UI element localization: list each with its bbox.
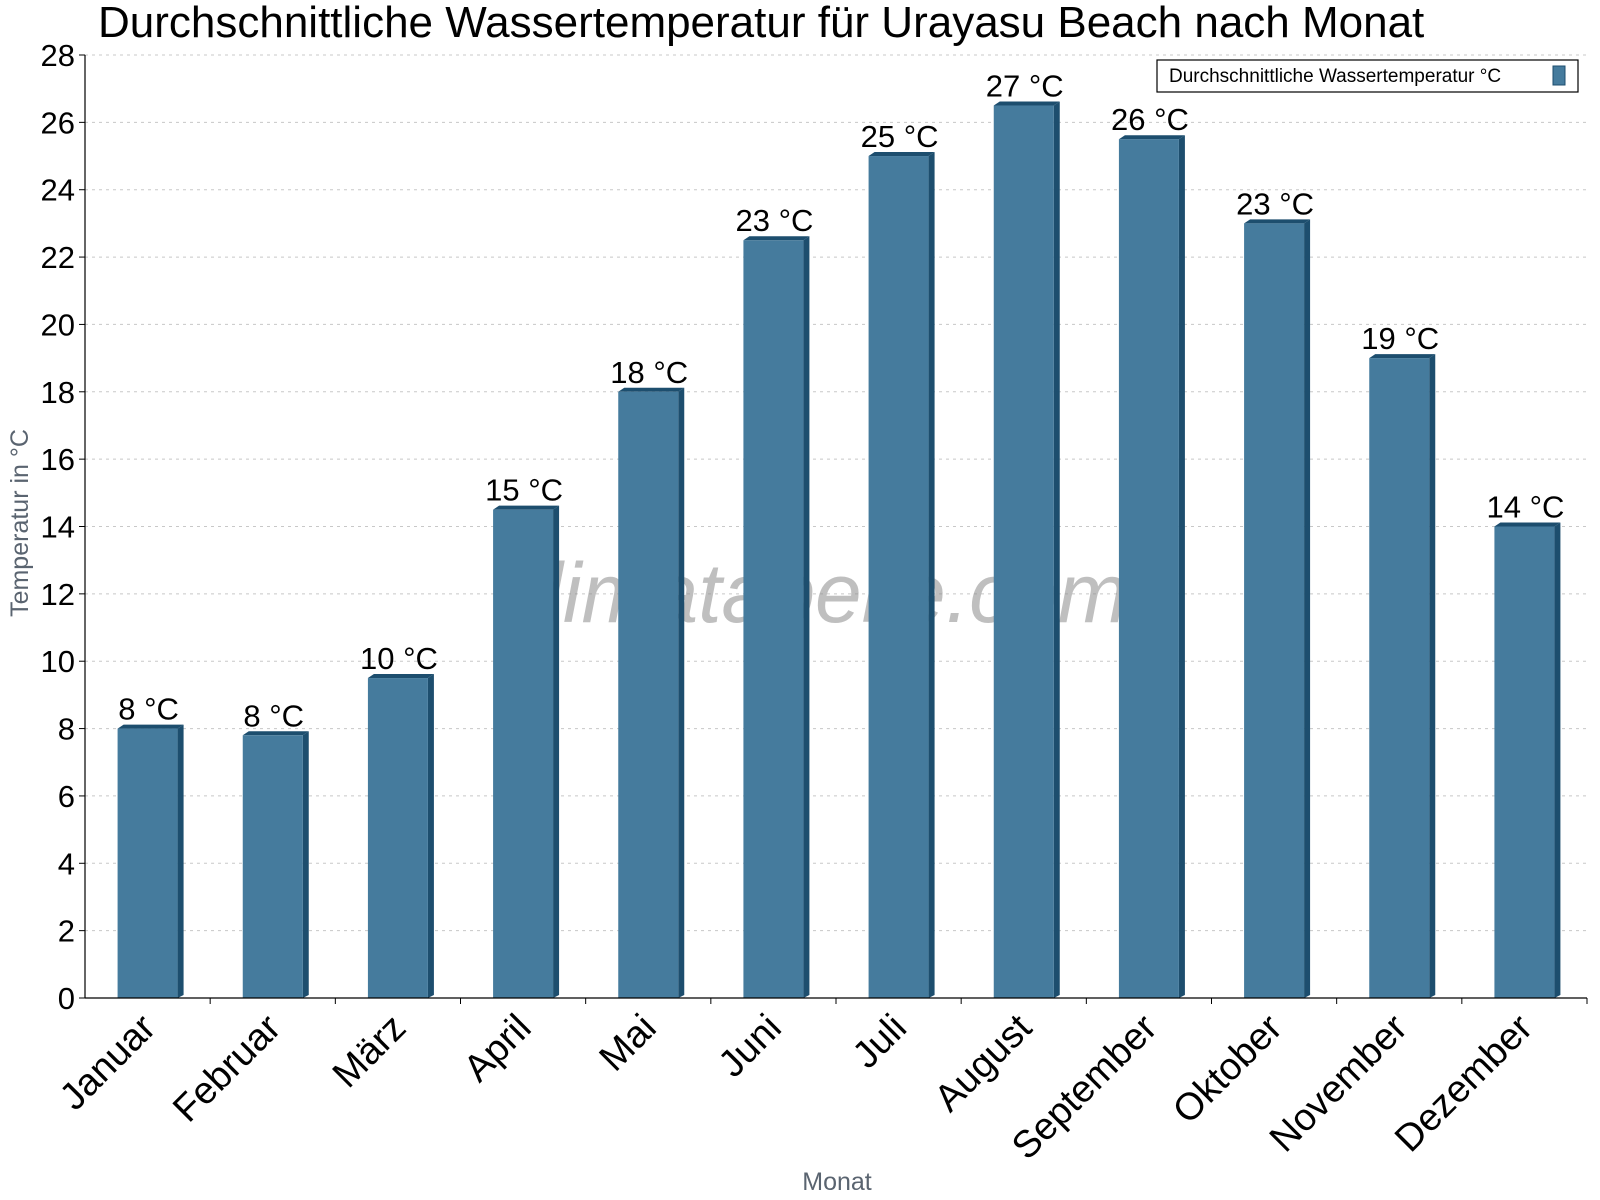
bar-front [1494,526,1555,998]
data-label: 19 °C [1361,321,1439,356]
gridlines [85,54,1587,932]
y-tick-label: 28 [41,38,75,73]
bar-top [743,236,810,241]
data-label: 14 °C [1486,490,1564,525]
bar [367,674,434,998]
y-tick-label: 26 [41,105,75,140]
bar-front [117,728,178,998]
y-tick-label: 22 [41,240,75,275]
y-tick-label: 18 [41,375,75,410]
bar-top [618,387,685,392]
bar-top [1369,354,1436,359]
bar-side [177,724,184,998]
data-labels: 8 °C 8 °C 10 °C 15 °C 18 °C 23 °C 25 °C 27 °C 26… [118,69,1564,734]
y-tick-label: 0 [58,981,75,1016]
bar-side [678,387,685,998]
bars [117,101,1561,999]
y-tick-label: 8 [58,712,75,747]
y-tick-label: 12 [41,577,75,612]
bar-front [367,678,428,998]
bar-front [1369,358,1430,998]
x-axis-title: Monat [802,1168,872,1196]
bar [242,731,309,998]
legend-swatch [1552,65,1566,86]
x-tick-label: Februar [165,1006,289,1130]
y-tick-label: 4 [58,846,75,881]
bar-side [1178,135,1185,999]
bar-top [1494,522,1561,527]
bar-top [367,674,434,679]
x-tick-label: Dezember [1387,1006,1541,1160]
bar-top [242,731,309,736]
bar [618,387,685,998]
data-label: 15 °C [485,473,563,508]
data-label: 23 °C [1236,186,1314,221]
bar-side [553,505,560,998]
bar-front [1244,223,1305,999]
bar [1118,135,1185,999]
bar-front [743,240,804,998]
bar-top [868,152,935,157]
bar-front [993,105,1054,998]
bar-top [993,101,1060,106]
axes [79,54,1588,1004]
bar-top [1118,135,1185,140]
x-tick-label: Januar [52,1006,164,1118]
bar-top [493,505,560,510]
x-tick-label: März [325,1007,414,1096]
bar-side [1429,354,1436,998]
bar [117,724,184,998]
bar-side [302,731,309,998]
x-tick-label: August [927,1006,1041,1120]
bar-front [618,391,679,998]
data-label: 26 °C [1111,102,1189,137]
bar [1369,354,1436,998]
bar [993,101,1060,998]
bar [868,152,935,999]
data-label: 10 °C [360,641,438,676]
y-tick-label: 14 [41,510,75,545]
bar-top [117,724,184,729]
bar [1494,522,1561,998]
data-label: 8 °C [243,698,304,733]
y-tick-label: 24 [41,173,75,208]
bar-top [1244,219,1311,224]
x-tick-label: Mai [592,1007,665,1080]
bar [1244,219,1311,999]
bar-front [1118,139,1179,999]
chart-title: Durchschnittliche Wassertemperatur für U… [98,0,1424,47]
bar-side [1304,219,1311,999]
bar-side [427,674,434,998]
bar [743,236,810,998]
data-label: 23 °C [735,203,813,238]
bar-side [928,152,935,999]
y-tick-label: 10 [41,644,75,679]
bar-side [803,236,810,998]
data-label: 25 °C [861,119,939,154]
data-label: 27 °C [986,69,1064,104]
x-tick-label: Oktober [1165,1006,1291,1132]
x-tick-label: Juni [711,1007,790,1086]
bar-front [242,735,303,998]
x-tick-label: April [456,1007,539,1090]
legend-label: Durchschnittliche Wassertemperatur °C [1169,66,1501,87]
bar [493,505,560,998]
legend-box [1156,59,1579,93]
y-tick-label: 20 [41,307,75,342]
data-label: 8 °C [118,692,179,727]
y-axis-title: Temperatur in °C [6,429,34,617]
bar-side [1053,101,1060,998]
data-label: 18 °C [610,355,688,390]
bar-front [493,509,554,998]
bar-front [868,156,929,999]
y-tick-label: 16 [41,442,75,477]
bar-side [1554,522,1561,998]
y-tick-label: 2 [58,914,75,949]
y-tick-label: 6 [58,779,75,814]
x-tick-label: Juli [845,1007,915,1077]
legend: Durchschnittliche Wassertemperatur °C [1156,59,1579,93]
